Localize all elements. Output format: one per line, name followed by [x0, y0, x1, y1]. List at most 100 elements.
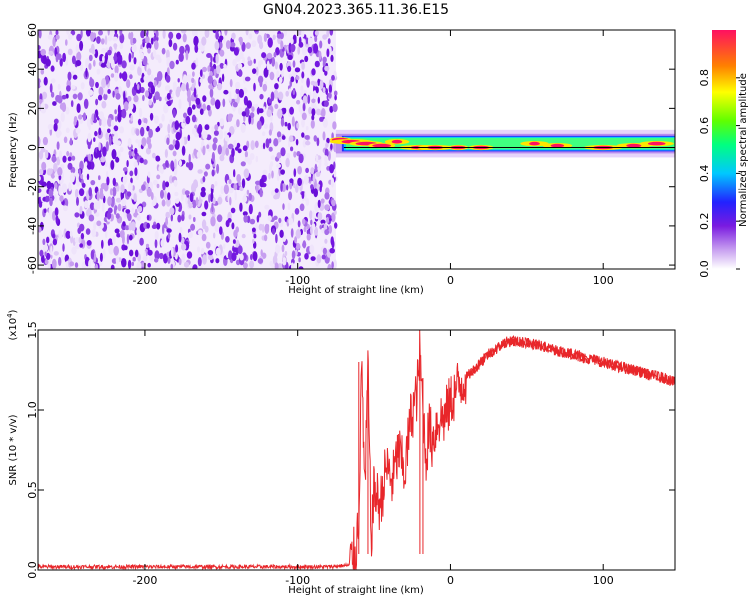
- noise-cell: [313, 188, 319, 198]
- noise-cell: [106, 211, 112, 220]
- noise-cell: [324, 161, 329, 167]
- noise-cell: [126, 233, 130, 245]
- noise-cell: [40, 48, 46, 56]
- noise-cell: [268, 98, 273, 104]
- noise-cell: [310, 184, 314, 190]
- spectrogram-xtick-label: 0: [447, 274, 454, 287]
- noise-cell: [293, 151, 297, 158]
- noise-cell: [163, 253, 168, 264]
- noise-cell: [156, 71, 163, 82]
- noise-cell: [134, 147, 138, 155]
- noise-cell: [103, 93, 108, 101]
- noise-cell: [193, 179, 198, 189]
- noise-cell: [45, 252, 51, 260]
- noise-cell: [63, 136, 68, 144]
- noise-cell: [52, 101, 57, 106]
- noise-cell: [51, 155, 57, 163]
- noise-cell: [280, 169, 285, 175]
- noise-cell: [185, 115, 191, 125]
- noise-cell: [212, 137, 218, 144]
- noise-cell: [83, 200, 89, 209]
- noise-cell: [99, 252, 103, 262]
- noise-cell: [167, 232, 171, 239]
- noise-cell: [110, 160, 115, 170]
- noise-cell: [119, 33, 125, 44]
- noise-cell: [228, 250, 233, 261]
- noise-cell: [253, 233, 257, 239]
- noise-cell: [258, 211, 262, 218]
- noise-cell: [56, 141, 60, 150]
- noise-cell: [208, 194, 211, 203]
- noise-cell: [169, 89, 172, 95]
- noise-cell: [309, 244, 315, 254]
- noise-cell: [202, 66, 207, 73]
- noise-cell: [265, 138, 270, 149]
- noise-cell: [249, 112, 255, 119]
- noise-cell: [330, 54, 334, 63]
- noise-cell: [201, 233, 207, 242]
- noise-cell: [191, 62, 196, 70]
- noise-cell: [143, 250, 146, 261]
- noise-cell: [324, 229, 330, 236]
- noise-cell: [129, 64, 135, 71]
- noise-cell: [232, 58, 237, 67]
- spectrogram-ytick-label: 0: [26, 144, 39, 151]
- noise-cell: [181, 214, 185, 222]
- noise-cell: [312, 90, 318, 100]
- noise-cell: [137, 205, 143, 213]
- noise-cell: [227, 218, 232, 223]
- noise-cell: [156, 183, 160, 189]
- noise-cell: [186, 251, 193, 259]
- noise-cell: [114, 109, 117, 115]
- noise-cell: [193, 87, 197, 98]
- noise-cell: [43, 76, 48, 86]
- noise-cell: [190, 223, 196, 231]
- noise-cell: [38, 226, 42, 233]
- noise-cell: [74, 212, 80, 218]
- noise-cell: [219, 62, 225, 69]
- noise-cell: [93, 113, 97, 124]
- noise-cell: [310, 225, 313, 236]
- noise-cell: [139, 237, 144, 246]
- noise-cell: [268, 129, 272, 136]
- colorbar-label: Normalized spectral amplitude: [738, 73, 749, 227]
- noise-cell: [204, 200, 209, 210]
- noise-cell: [71, 155, 76, 161]
- noise-cell: [181, 253, 186, 263]
- noise-cell: [191, 104, 196, 110]
- snr-ytick-label: 0.0: [26, 561, 39, 579]
- noise-cell: [252, 251, 258, 262]
- noise-cell: [276, 152, 282, 159]
- noise-cell: [233, 183, 238, 191]
- signal-hot-red: [626, 143, 642, 148]
- noise-cell: [307, 94, 311, 105]
- noise-cell: [42, 136, 49, 146]
- noise-cell: [90, 161, 95, 170]
- noise-cell: [94, 49, 99, 59]
- noise-cell: [229, 196, 232, 206]
- noise-cell: [240, 123, 246, 133]
- noise-cell: [225, 40, 231, 50]
- noise-cell: [245, 30, 249, 36]
- noise-cell: [260, 249, 263, 257]
- noise-cell: [130, 177, 133, 184]
- noise-cell: [290, 146, 294, 152]
- noise-cell: [175, 131, 182, 141]
- noise-cell: [297, 220, 301, 228]
- noise-cell: [62, 243, 65, 252]
- noise-cell: [134, 249, 139, 258]
- noise-cell: [231, 222, 235, 230]
- colorbar-tick-label: 0.4: [698, 165, 711, 183]
- noise-cell: [167, 123, 171, 134]
- noise-cell: [308, 37, 313, 45]
- noise-cell: [147, 249, 153, 256]
- noise-cell: [320, 219, 326, 225]
- noise-cell: [101, 117, 107, 127]
- noise-cell: [216, 163, 220, 174]
- noise-cell: [138, 107, 143, 118]
- noise-cell: [270, 190, 275, 196]
- noise-cell: [241, 42, 246, 52]
- noise-cell: [288, 88, 292, 94]
- noise-cell: [324, 69, 328, 76]
- noise-cell: [202, 254, 207, 265]
